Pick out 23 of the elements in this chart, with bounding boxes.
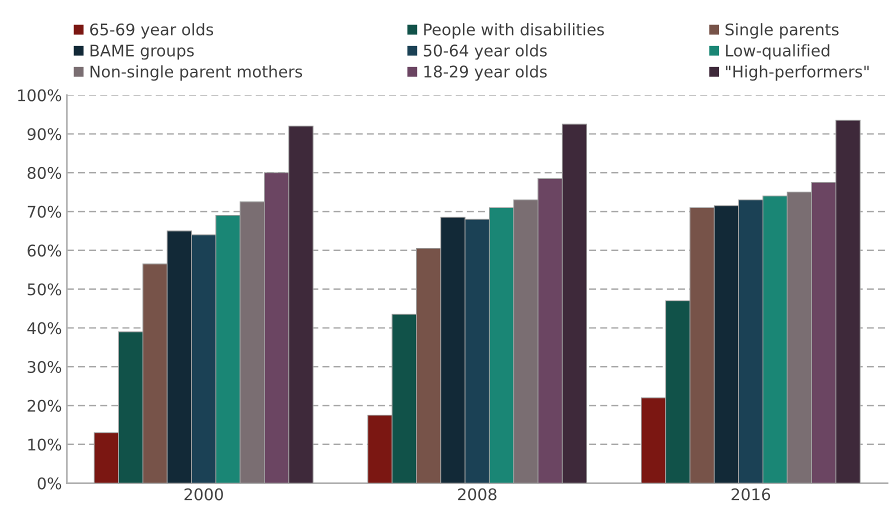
y-tick-label: 40% xyxy=(27,322,62,334)
y-tick-label: 0% xyxy=(38,477,62,490)
x-tick-label: 2016 xyxy=(732,488,770,500)
y-tick-label: 20% xyxy=(28,400,62,412)
x-tick-label: 2008 xyxy=(458,488,496,500)
legend-label: Single parents xyxy=(726,23,839,39)
y-tick-label: 50% xyxy=(28,283,62,296)
y-tick-label: 70% xyxy=(28,206,62,218)
y-tick-label: 30% xyxy=(28,360,62,374)
legend-label: Non-single parent mothers xyxy=(90,65,302,81)
x-tick-label: 2000 xyxy=(184,488,223,500)
legend-label: 50-64 year olds xyxy=(424,44,547,60)
legend-label: Low-qualified xyxy=(726,44,830,60)
legend-label: "High-performers" xyxy=(726,65,869,81)
legend-label: 65-69 year olds xyxy=(90,23,214,39)
y-tick-label: 80% xyxy=(28,166,62,179)
legend-label: People with disabilities xyxy=(424,23,604,39)
y-tick-label: 90% xyxy=(28,128,62,140)
y-tick-label: 100% xyxy=(18,89,62,102)
legend-label: BAME groups xyxy=(90,44,194,60)
y-tick-label: 60% xyxy=(28,244,62,257)
legend-label: 18-29 year olds xyxy=(424,65,547,81)
y-tick-label: 10% xyxy=(28,438,62,451)
